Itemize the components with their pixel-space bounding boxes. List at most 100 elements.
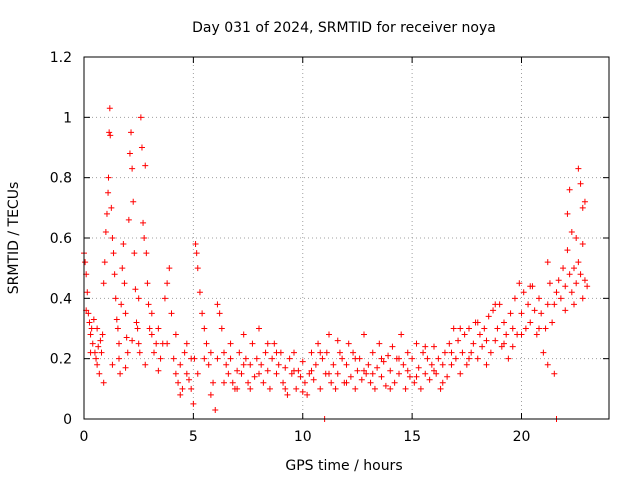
data-point bbox=[93, 355, 100, 362]
data-point bbox=[542, 325, 549, 332]
data-point bbox=[317, 349, 324, 356]
data-point bbox=[553, 289, 560, 296]
data-point bbox=[426, 376, 433, 383]
data-point bbox=[444, 373, 451, 380]
data-point bbox=[103, 210, 110, 217]
data-point bbox=[413, 373, 420, 380]
data-point bbox=[336, 349, 343, 356]
data-point bbox=[579, 295, 586, 302]
data-point bbox=[123, 334, 130, 341]
data-point bbox=[170, 355, 177, 362]
data-point bbox=[253, 355, 260, 362]
data-point bbox=[146, 325, 153, 332]
data-point bbox=[396, 370, 402, 377]
data-point bbox=[378, 373, 385, 380]
data-point bbox=[457, 325, 464, 332]
data-point bbox=[291, 367, 297, 374]
data-point bbox=[538, 310, 545, 317]
data-point bbox=[144, 280, 151, 287]
data-point bbox=[119, 265, 126, 272]
axis-ticks: 0 5 10 15 20 0 0.2 0.4 0.6 0.8 1 1.2 bbox=[50, 50, 609, 445]
data-point bbox=[143, 250, 150, 257]
data-point bbox=[501, 319, 507, 326]
data-point bbox=[347, 373, 354, 380]
data-point bbox=[352, 385, 359, 392]
data-point bbox=[221, 349, 227, 356]
data-point bbox=[406, 373, 413, 380]
data-point bbox=[365, 361, 372, 368]
data-point bbox=[258, 361, 265, 368]
data-point bbox=[273, 370, 280, 377]
data-point bbox=[490, 307, 497, 314]
data-point bbox=[193, 250, 200, 257]
data-point bbox=[148, 331, 155, 338]
data-point bbox=[461, 331, 468, 338]
data-point bbox=[441, 349, 448, 356]
data-point bbox=[264, 340, 271, 347]
data-point bbox=[105, 174, 112, 181]
data-point bbox=[487, 349, 494, 356]
data-point bbox=[568, 228, 575, 235]
data-point bbox=[402, 385, 409, 392]
data-point bbox=[575, 165, 582, 172]
data-point bbox=[533, 331, 540, 338]
data-point bbox=[130, 198, 137, 205]
y-tick-label: 0.2 bbox=[50, 352, 72, 368]
data-point bbox=[240, 331, 247, 338]
data-point bbox=[282, 364, 289, 371]
data-point bbox=[568, 289, 575, 296]
data-point bbox=[234, 367, 241, 374]
data-point bbox=[256, 325, 262, 332]
data-point bbox=[540, 349, 547, 356]
data-point bbox=[168, 310, 175, 317]
data-point bbox=[221, 379, 227, 386]
data-point bbox=[328, 379, 335, 386]
data-point bbox=[157, 355, 164, 362]
data-point bbox=[483, 361, 490, 368]
data-point bbox=[527, 283, 534, 290]
data-point bbox=[172, 331, 179, 338]
data-point bbox=[273, 349, 280, 356]
data-point bbox=[282, 385, 289, 392]
data-points bbox=[81, 105, 591, 422]
grid bbox=[84, 57, 609, 419]
data-point bbox=[422, 370, 429, 377]
data-point bbox=[345, 340, 352, 347]
data-point bbox=[249, 340, 256, 347]
data-point bbox=[203, 340, 210, 347]
data-point bbox=[106, 105, 113, 112]
data-point bbox=[415, 364, 422, 371]
data-point bbox=[431, 343, 437, 350]
data-point bbox=[468, 349, 475, 356]
data-point bbox=[507, 310, 514, 317]
data-point bbox=[153, 340, 160, 347]
data-point bbox=[566, 186, 573, 193]
data-point bbox=[128, 129, 135, 136]
data-point bbox=[509, 343, 516, 350]
data-point bbox=[522, 325, 529, 332]
data-point bbox=[111, 271, 118, 278]
data-point bbox=[124, 349, 131, 356]
data-point bbox=[142, 162, 149, 169]
data-point bbox=[417, 385, 424, 392]
y-tick-label: 0.6 bbox=[50, 231, 72, 247]
data-point bbox=[308, 349, 315, 356]
data-point bbox=[148, 310, 155, 317]
data-point bbox=[573, 235, 580, 241]
data-point bbox=[84, 289, 91, 296]
data-point bbox=[194, 265, 201, 272]
data-point bbox=[264, 367, 271, 374]
data-point bbox=[118, 301, 125, 308]
data-point bbox=[98, 349, 105, 356]
data-point bbox=[132, 286, 139, 293]
data-point bbox=[424, 355, 431, 362]
data-point bbox=[369, 349, 376, 356]
data-point bbox=[352, 355, 359, 362]
data-point bbox=[361, 331, 367, 338]
data-point bbox=[192, 241, 199, 248]
data-point bbox=[326, 331, 332, 338]
data-point bbox=[87, 331, 94, 338]
data-point bbox=[564, 210, 571, 217]
data-point bbox=[260, 379, 267, 386]
